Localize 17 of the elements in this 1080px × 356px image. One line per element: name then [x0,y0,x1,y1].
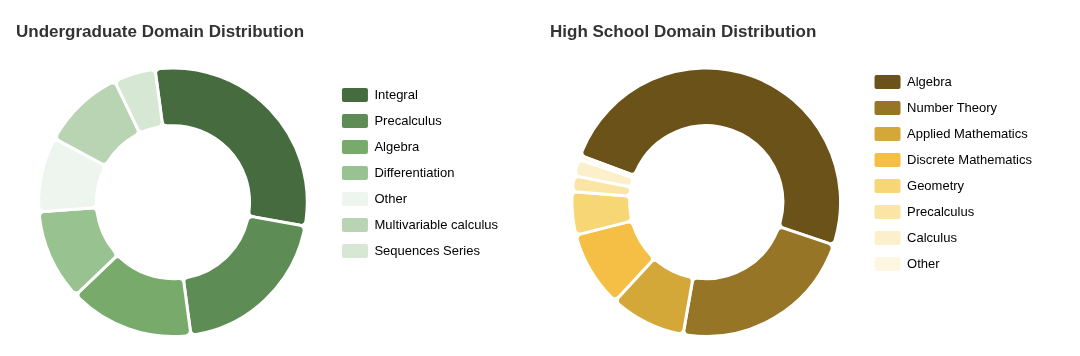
legend-label: Number Theory [907,99,998,115]
legend-label: Multivariable calculus [374,216,499,232]
legend-label: Geometry [907,177,965,193]
legend-label: Other [907,255,941,271]
chart-title: High School Domain Distribution [550,21,817,41]
legend-label: Integral [374,86,418,102]
chart-title: Undergraduate Domain Distribution [16,21,305,41]
legend-label: Precalculus [374,112,443,128]
legend-label: Algebra [907,73,953,89]
legend-label: Algebra [374,138,421,154]
legend-label: Discrete Mathematics [907,151,1033,167]
legend-label: Precalculus [907,203,975,219]
legend-label: Calculus [907,229,958,245]
legend-label: Differentiation [374,164,455,180]
legend-label: Sequences Series [374,242,481,258]
legend-label: Other [374,190,408,206]
legend-label: Applied Mathematics [907,125,1029,141]
